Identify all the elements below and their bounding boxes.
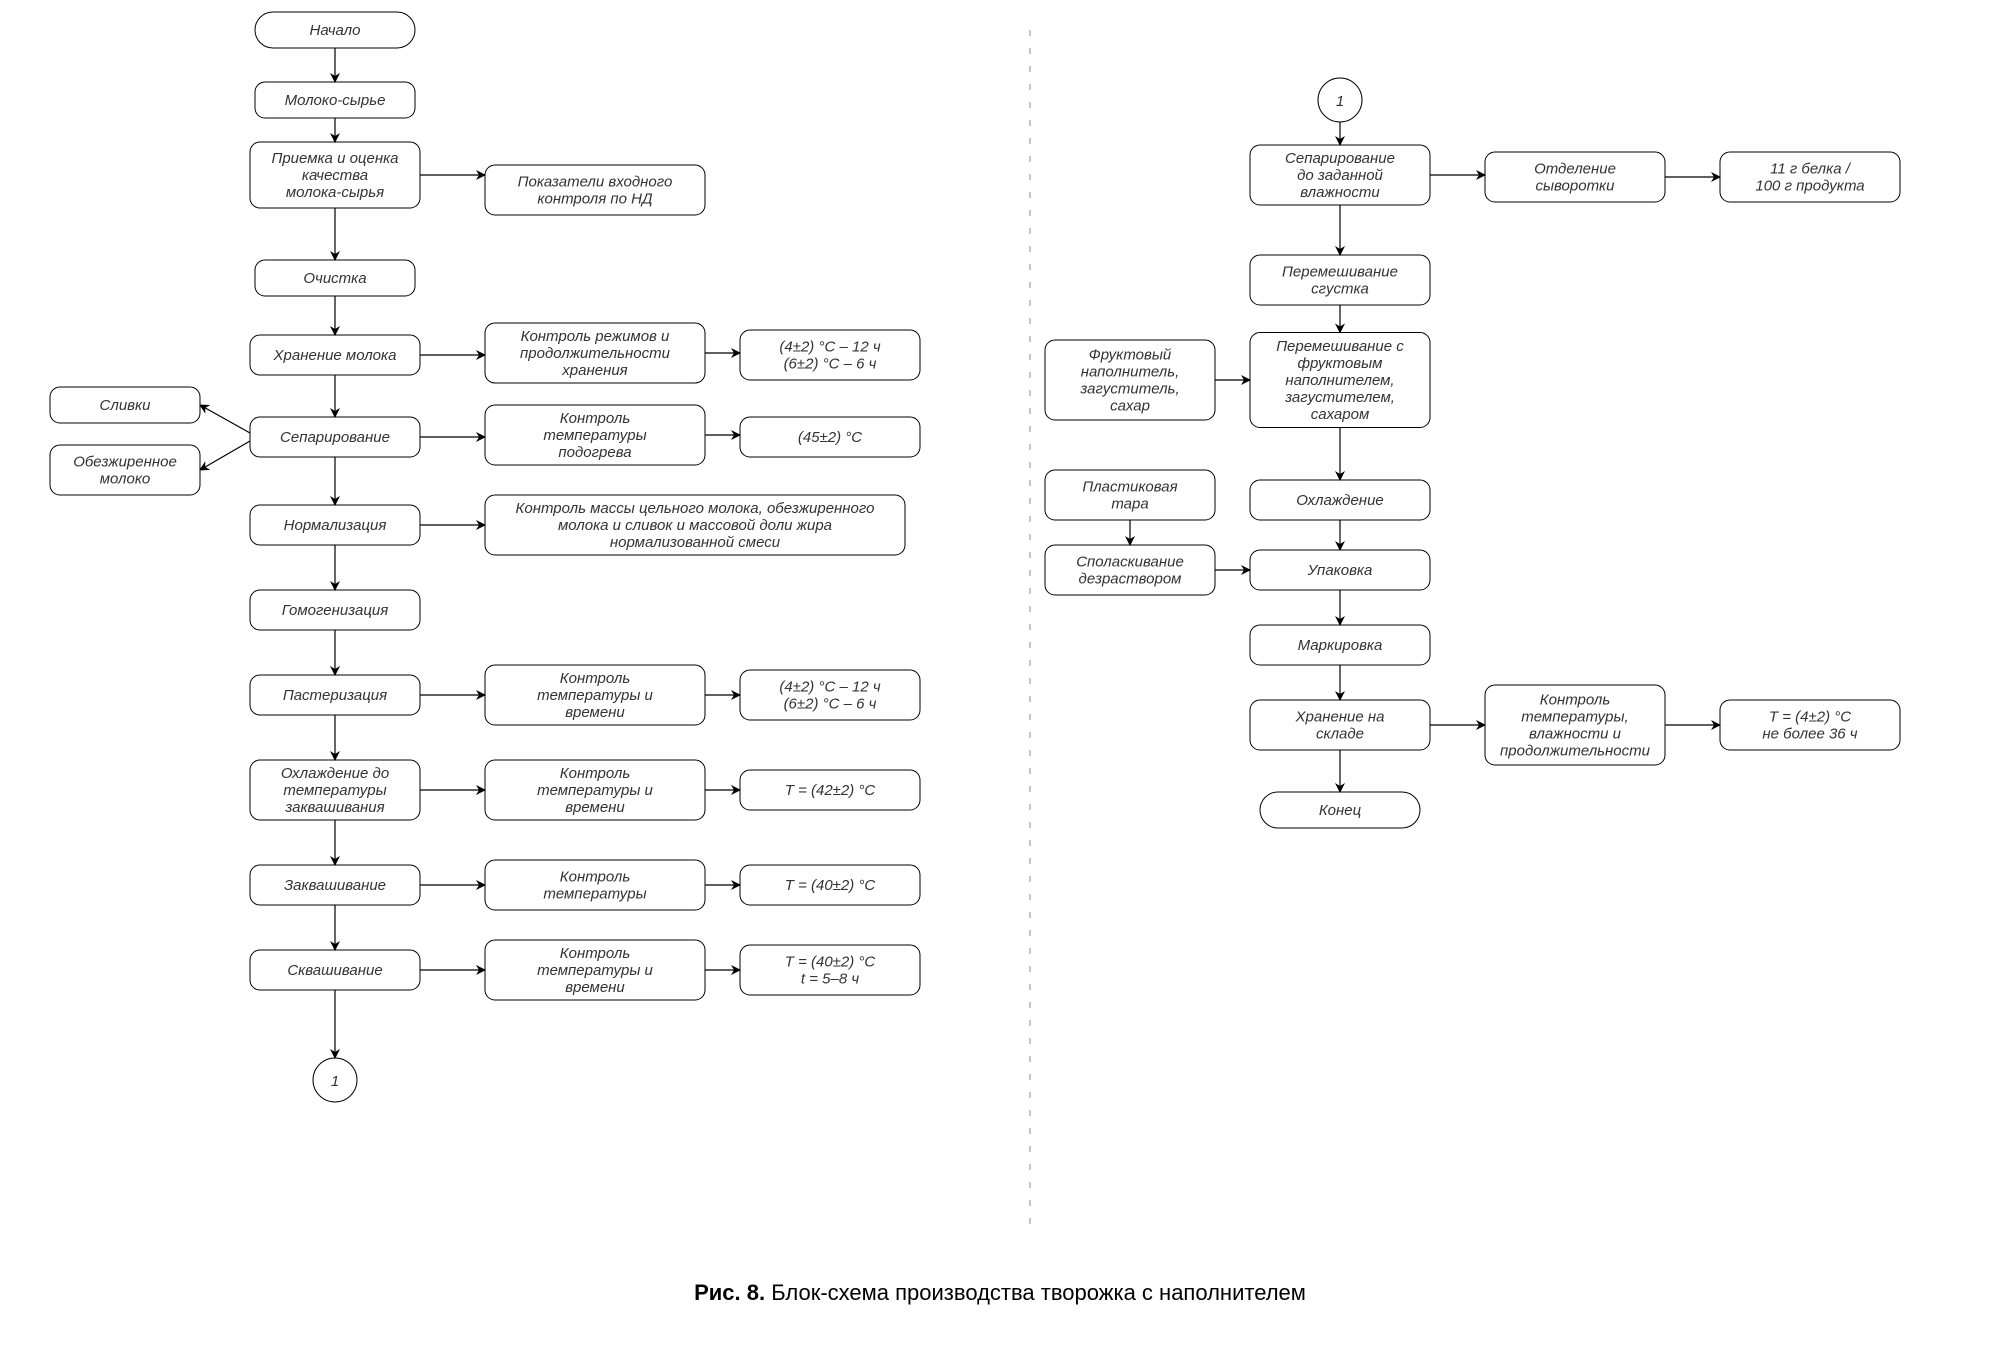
node-label: Упаковка (1307, 562, 1373, 579)
node-label: Хранение на (1295, 709, 1385, 726)
node-label: Перемешивание с (1276, 338, 1404, 355)
node-label: (45±2) °C (798, 429, 862, 446)
node-label: Показатели входного (518, 174, 673, 191)
node-label: сахаром (1311, 406, 1369, 423)
node-label: температуры и (537, 782, 653, 799)
node-label: Сепарирование (280, 429, 390, 446)
node-label: Фруктовый (1089, 347, 1172, 364)
arrow-left (200, 405, 250, 433)
node-label: Хранение молока (273, 347, 397, 364)
node-label: Начало (310, 22, 361, 39)
node-label: Отделение (1534, 161, 1616, 178)
node-label: T = (40±2) °C (785, 954, 876, 971)
node-label: молоко (100, 471, 151, 488)
node-label: загуститель, (1079, 381, 1179, 398)
node-label: времени (565, 704, 625, 721)
node-label: хранения (561, 362, 627, 379)
node-label: дезраствором (1079, 571, 1182, 588)
node-label: Сливки (100, 397, 152, 414)
node-label: Обезжиренное (73, 454, 177, 471)
node-label: молока и сливок и массовой доли жира (558, 517, 832, 534)
node-label: молока-сырья (286, 184, 384, 201)
figure-caption: Рис. 8. Блок-схема производства творожка… (694, 1280, 1306, 1305)
node-label: продолжительности (1500, 743, 1651, 760)
node-label: Контроль режимов и (521, 328, 670, 345)
node-label: наполнителем, (1285, 372, 1394, 389)
node-label: подогрева (558, 444, 631, 461)
node-label: складе (1316, 726, 1364, 743)
node-label: влажности (1300, 184, 1380, 201)
node-label: Контроль (560, 945, 631, 962)
node-label: температуры, (1521, 709, 1628, 726)
node-label: Нормализация (284, 517, 387, 534)
node-label: T = (42±2) °C (785, 782, 876, 799)
node-label: Гомогенизация (282, 602, 389, 619)
node-label: Перемешивание (1282, 264, 1398, 281)
node-label: сахар (1110, 398, 1150, 415)
node-label: времени (565, 799, 625, 816)
node-label: Споласкивание (1076, 554, 1184, 571)
node-label: не более 36 ч (1762, 726, 1857, 743)
node-label: нормализованной смеси (610, 534, 781, 551)
node-label: температуры и (537, 962, 653, 979)
node-label: наполнитель, (1081, 364, 1180, 381)
node-label: температуры (283, 782, 386, 799)
arrow-left (200, 441, 250, 470)
node-label: Очистка (303, 270, 366, 287)
flowchart-canvas: Начало Молоко-сырье Приемка и оценкакачест… (0, 0, 2000, 1356)
node-label: Маркировка (1298, 637, 1383, 654)
node-label: сыворотки (1536, 178, 1616, 195)
node-label: заквашивания (284, 799, 384, 816)
node-label: Сепарирование (1285, 150, 1395, 167)
connector-label: 1 (1336, 93, 1344, 110)
node-label: (6±2) °C – 6 ч (784, 356, 877, 373)
node-label: Контроль (560, 765, 631, 782)
node-label: влажности и (1529, 726, 1622, 743)
node-label: 11 г белка / (1770, 161, 1852, 178)
node-label: сгустка (1311, 281, 1369, 298)
node-label: Молоко-сырье (285, 92, 386, 109)
node-label: температуры (543, 427, 646, 444)
node-label: времени (565, 979, 625, 996)
node-label: T = (4±2) °C (1769, 709, 1851, 726)
node-label: Контроль (560, 410, 631, 427)
node-label: 100 г продукта (1755, 178, 1864, 195)
node-label: Пластиковая (1082, 479, 1177, 496)
node-label: T = (40±2) °C (785, 877, 876, 894)
node-label: Охлаждение до (281, 765, 389, 782)
node-label: Заквашивание (284, 877, 386, 894)
node-label: Конец (1319, 802, 1362, 819)
connector-label: 1 (331, 1073, 339, 1090)
node-label: контроля по НД (537, 191, 653, 208)
node-label: Охлаждение (1296, 492, 1384, 509)
node-label: тара (1111, 496, 1148, 513)
node-label: Пастеризация (283, 687, 387, 704)
node-label: качества (302, 167, 368, 184)
node-label: (6±2) °C – 6 ч (784, 696, 877, 713)
node-label: (4±2) °C – 12 ч (779, 679, 880, 696)
node-label: продолжительности (520, 345, 671, 362)
node-label: температуры и (537, 687, 653, 704)
node-label: Сквашивание (287, 962, 382, 979)
node-label: Контроль (560, 670, 631, 687)
node-label: температуры (543, 886, 646, 903)
node-label: Контроль (560, 869, 631, 886)
node-label: Приемка и оценка (271, 150, 398, 167)
node-label: до заданной (1297, 167, 1383, 184)
node-label: загустителем, (1284, 389, 1395, 406)
node-label: Контроль массы цельного молока, обезжире… (516, 500, 875, 517)
node-label: (4±2) °C – 12 ч (779, 339, 880, 356)
node-label: t = 5–8 ч (801, 971, 859, 988)
node-label: Контроль (1540, 692, 1611, 709)
node-label: фруктовым (1298, 355, 1383, 372)
